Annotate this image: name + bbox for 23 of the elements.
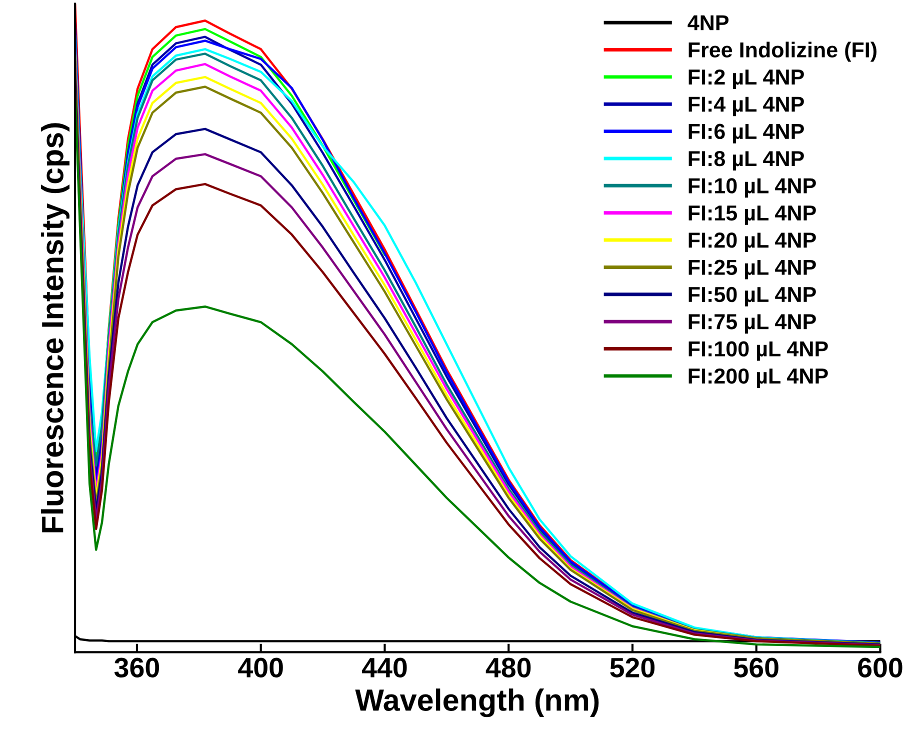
legend-label: FI:50 µL 4NP	[688, 286, 816, 306]
legend-label: FI:75 µL 4NP	[688, 314, 816, 334]
legend-label: Free Indolizine (FI)	[688, 42, 876, 62]
legend-label: FI:20 µL 4NP	[688, 232, 816, 252]
legend-label: FI:100 µL 4NP	[688, 341, 828, 361]
legend-label: FI:200 µL 4NP	[688, 368, 828, 388]
x-tick-label: 600	[858, 658, 902, 678]
x-axis-title: Wavelength (nm)	[355, 688, 599, 718]
legend-label: FI:25 µL 4NP	[688, 260, 816, 280]
legend-label: 4NP	[688, 15, 729, 30]
x-tick-label: 520	[610, 658, 655, 678]
x-tick-label: 400	[238, 658, 283, 678]
x-tick-label: 440	[362, 658, 407, 678]
x-tick-label: 360	[114, 658, 160, 678]
y-axis-title: Fluorescence Intensity (cps)	[40, 123, 70, 532]
x-tick-label: 480	[486, 658, 531, 678]
legend-label: FI:2 µL 4NP	[688, 69, 804, 89]
legend-label: FI:10 µL 4NP	[688, 178, 816, 198]
x-tick-label: 560	[734, 658, 778, 678]
legend-label: FI:15 µL 4NP	[688, 206, 816, 225]
legend-label: FI:6 µL 4NP	[688, 124, 804, 144]
legend-label: FI:4 µL 4NP	[688, 96, 804, 116]
legend-label: FI:8 µL 4NP	[688, 150, 804, 171]
